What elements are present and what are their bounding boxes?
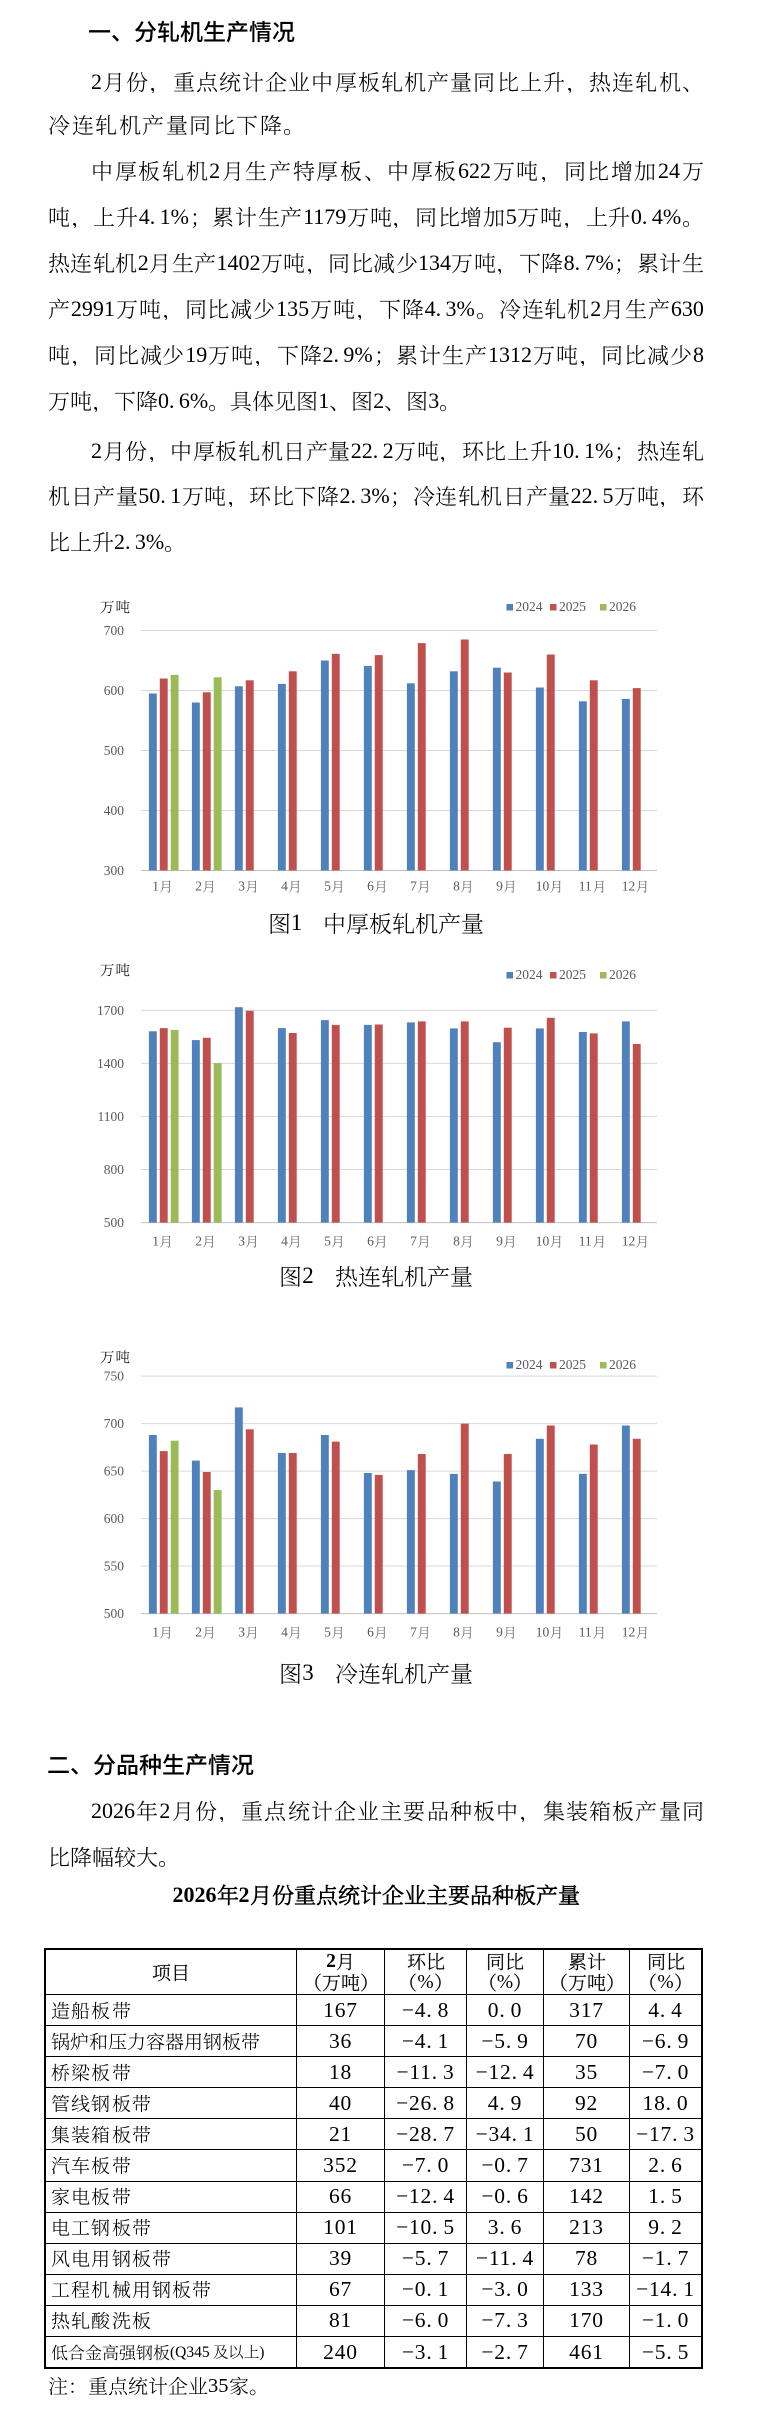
svg-text:500: 500 bbox=[104, 1215, 125, 1230]
svg-text:2024: 2024 bbox=[516, 967, 543, 982]
svg-text:6: 6 bbox=[367, 1234, 374, 1249]
svg-text:2026: 2026 bbox=[609, 599, 636, 614]
svg-text:2025: 2025 bbox=[559, 1357, 586, 1372]
svg-text:700: 700 bbox=[104, 623, 125, 638]
svg-text:3: 3 bbox=[238, 1625, 245, 1640]
svg-text:11: 11 bbox=[579, 1625, 592, 1640]
svg-text:6: 6 bbox=[367, 1625, 374, 1640]
svg-text:11: 11 bbox=[579, 879, 592, 894]
svg-text:12: 12 bbox=[622, 879, 636, 894]
svg-text:1: 1 bbox=[152, 1234, 159, 1249]
svg-text:300: 300 bbox=[104, 863, 125, 878]
svg-text:2025: 2025 bbox=[559, 599, 586, 614]
svg-text:650: 650 bbox=[104, 1464, 125, 1479]
svg-text:7: 7 bbox=[410, 879, 417, 894]
svg-text:1700: 1700 bbox=[97, 1003, 124, 1018]
svg-text:12: 12 bbox=[622, 1234, 636, 1249]
svg-text:2026: 2026 bbox=[609, 967, 636, 982]
svg-text:600: 600 bbox=[104, 683, 125, 698]
svg-text:7: 7 bbox=[410, 1625, 417, 1640]
svg-text:10: 10 bbox=[536, 1625, 550, 1640]
svg-text:800: 800 bbox=[104, 1162, 125, 1177]
svg-text:750: 750 bbox=[104, 1369, 125, 1384]
svg-text:4: 4 bbox=[281, 1234, 288, 1249]
svg-text:1400: 1400 bbox=[97, 1056, 124, 1071]
svg-text:9: 9 bbox=[496, 879, 503, 894]
svg-text:2: 2 bbox=[195, 1234, 202, 1249]
svg-text:11: 11 bbox=[579, 1234, 592, 1249]
svg-text:2: 2 bbox=[195, 879, 202, 894]
svg-text:1100: 1100 bbox=[98, 1109, 125, 1124]
svg-text:6: 6 bbox=[367, 879, 374, 894]
svg-text:2024: 2024 bbox=[516, 1357, 543, 1372]
svg-text:2: 2 bbox=[195, 1625, 202, 1640]
svg-text:3: 3 bbox=[238, 1234, 245, 1249]
svg-text:9: 9 bbox=[496, 1625, 503, 1640]
svg-text:4: 4 bbox=[281, 1625, 288, 1640]
svg-text:500: 500 bbox=[104, 743, 125, 758]
svg-text:5: 5 bbox=[324, 879, 331, 894]
svg-text:8: 8 bbox=[453, 879, 460, 894]
svg-text:400: 400 bbox=[104, 803, 125, 818]
svg-text:2025: 2025 bbox=[559, 967, 586, 982]
svg-text:10: 10 bbox=[536, 1234, 550, 1249]
svg-text:2026: 2026 bbox=[609, 1357, 636, 1372]
svg-text:700: 700 bbox=[104, 1416, 125, 1431]
svg-text:3: 3 bbox=[238, 879, 245, 894]
svg-text:8: 8 bbox=[453, 1234, 460, 1249]
svg-text:1: 1 bbox=[152, 1625, 159, 1640]
svg-text:5: 5 bbox=[324, 1625, 331, 1640]
svg-text:550: 550 bbox=[104, 1559, 125, 1574]
svg-text:10: 10 bbox=[536, 879, 550, 894]
svg-text:1: 1 bbox=[152, 879, 159, 894]
svg-text:2024: 2024 bbox=[516, 599, 543, 614]
svg-text:8: 8 bbox=[453, 1625, 460, 1640]
svg-text:5: 5 bbox=[324, 1234, 331, 1249]
svg-text:4: 4 bbox=[281, 879, 288, 894]
svg-text:7: 7 bbox=[410, 1234, 417, 1249]
svg-text:500: 500 bbox=[104, 1606, 125, 1621]
svg-text:9: 9 bbox=[496, 1234, 503, 1249]
svg-text:12: 12 bbox=[622, 1625, 636, 1640]
svg-text:600: 600 bbox=[104, 1511, 125, 1526]
